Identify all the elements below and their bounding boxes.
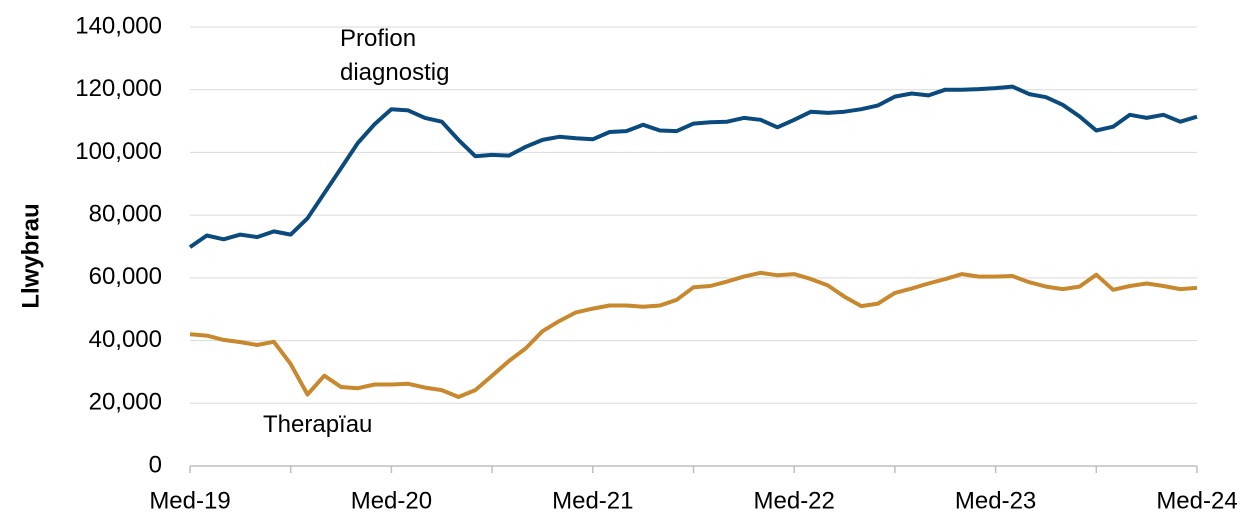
y-axis-label: Llwybrau: [17, 203, 44, 308]
x-tick-label: Med-24: [1156, 487, 1237, 514]
y-tick-label: 100,000: [75, 138, 162, 165]
x-tick-label: Med-22: [754, 487, 835, 514]
series-annotation: Profion diagnostig: [340, 25, 450, 86]
y-tick-label: 120,000: [75, 75, 162, 102]
y-tick-label: 0: [149, 451, 162, 478]
x-tick-label: Med-20: [351, 487, 432, 514]
series-annotation: Therapïau: [263, 411, 373, 438]
y-tick-label: 20,000: [89, 389, 162, 416]
y-tick-label: 40,000: [89, 326, 162, 353]
series-line: [189, 270, 1198, 399]
y-tick-label: 60,000: [89, 263, 162, 290]
x-tick-label: Med-19: [149, 487, 230, 514]
y-tick-label: 140,000: [75, 12, 162, 39]
x-tick-label: Med-23: [955, 487, 1036, 514]
x-tick-label: Med-21: [552, 487, 633, 514]
series-line: [188, 84, 1198, 249]
y-tick-label: 80,000: [89, 200, 162, 227]
